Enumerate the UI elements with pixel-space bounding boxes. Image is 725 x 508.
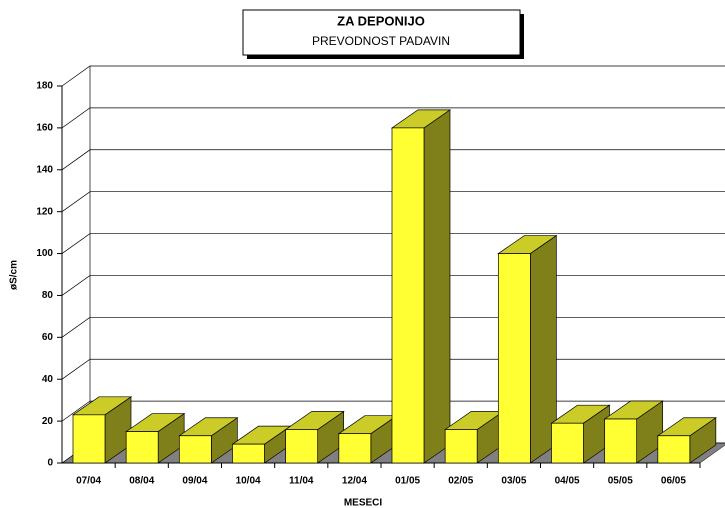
y-tick-label: 180 <box>36 81 53 92</box>
y-axis-label: øS/cm <box>9 260 20 290</box>
y-tick-label: 140 <box>36 164 53 175</box>
bar <box>604 418 638 464</box>
grid-line <box>61 107 725 129</box>
bar <box>285 429 319 464</box>
grid-line <box>61 149 725 171</box>
bar <box>391 127 425 464</box>
bar <box>125 431 159 464</box>
grid-line <box>61 191 725 212</box>
chart-title: ZA DEPONIJO <box>337 13 425 28</box>
chart-subtitle: PREVODNOST PADAVIN <box>312 34 450 48</box>
x-tick-label: 09/04 <box>182 476 207 487</box>
bar <box>338 433 372 464</box>
x-tick-label: 03/05 <box>501 476 526 487</box>
y-tick-label: 20 <box>42 416 54 427</box>
y-tick-label: 160 <box>36 123 53 134</box>
bar <box>178 435 212 464</box>
x-tick-label: 11/04 <box>289 476 314 487</box>
y-tick-label: 40 <box>42 374 54 385</box>
x-axis-label: MESECI <box>344 498 383 508</box>
x-tick-label: 12/04 <box>342 476 367 487</box>
y-tick-label: 80 <box>42 290 54 301</box>
y-tick-label: 0 <box>47 458 53 469</box>
bar <box>72 414 106 464</box>
x-tick-label: 05/05 <box>608 476 633 487</box>
bar <box>657 435 691 464</box>
y-tick-label: 100 <box>36 248 53 259</box>
x-tick-label: 06/05 <box>661 476 686 487</box>
title-box <box>242 9 521 56</box>
x-tick-label: 01/05 <box>395 476 420 487</box>
bar <box>232 443 265 464</box>
bar <box>551 422 584 464</box>
x-tick-label: 10/04 <box>236 476 261 487</box>
grid-line <box>61 233 725 254</box>
x-tick-label: 04/05 <box>555 476 580 487</box>
bar-side <box>423 109 451 464</box>
bar <box>497 253 531 464</box>
y-tick-label: 120 <box>36 206 53 217</box>
grid-line <box>61 65 725 87</box>
bar <box>444 429 478 464</box>
y-tick-label: 60 <box>42 332 54 343</box>
x-tick-label: 02/05 <box>448 476 473 487</box>
x-tick-label: 08/04 <box>129 476 154 487</box>
x-tick-label: 07/04 <box>76 476 101 487</box>
